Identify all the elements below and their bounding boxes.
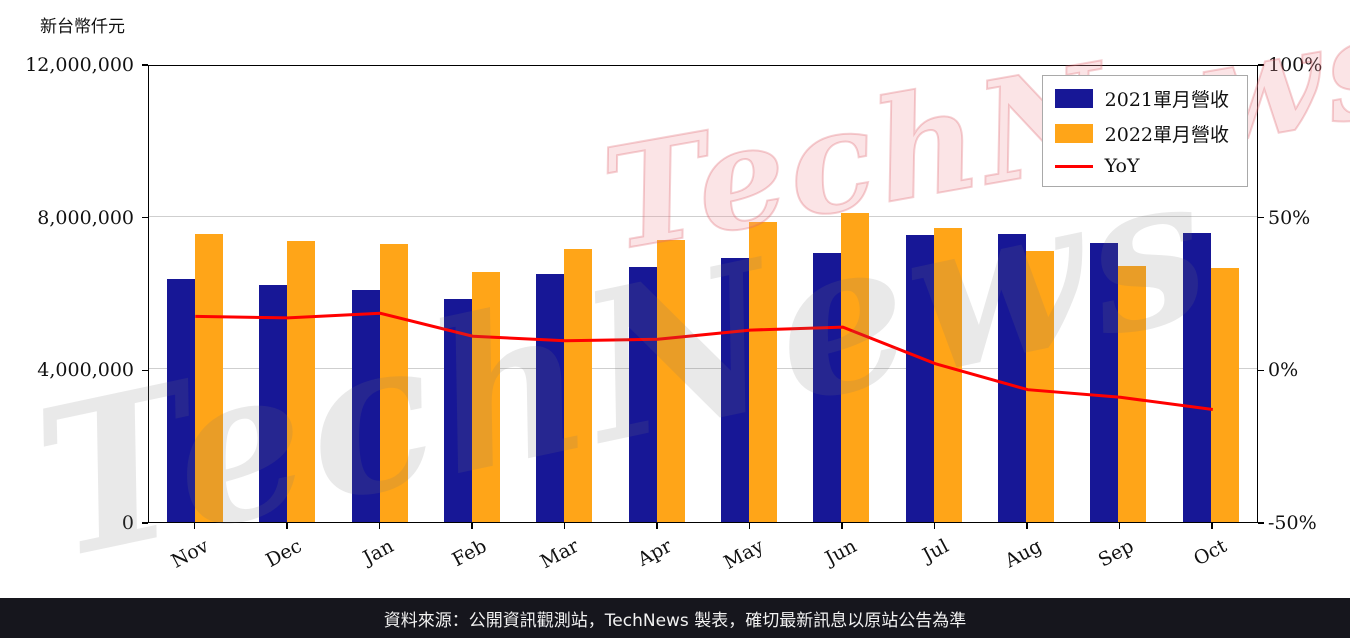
x-tick-label-jan: Jan xyxy=(359,535,398,570)
bar-group-mar xyxy=(518,66,610,522)
x-tick-label-mar: Mar xyxy=(537,535,583,574)
y-right-tickmark xyxy=(1258,216,1264,219)
bar-2022-revenue-jun xyxy=(841,212,870,522)
x-tickmark xyxy=(563,523,565,529)
bar-2021-revenue-dec xyxy=(259,285,288,522)
footer-text: 資料來源：公開資訊觀測站，TechNews 製表，確切最新訊息以原站公告為準 xyxy=(383,610,967,631)
legend-item-2021-revenue: 2021單月營收 xyxy=(1054,85,1229,112)
x-tickmark xyxy=(656,523,658,529)
y-left-tick-label: 8,000,000 xyxy=(37,206,134,229)
x-tick-label-jul: Jul xyxy=(919,535,953,567)
plot-area: 2021單月營收 2022單月營收 YoY xyxy=(148,65,1258,523)
bar-2021-revenue-aug xyxy=(998,233,1027,522)
y-left-tickmark xyxy=(142,369,148,372)
bar-2022-revenue-jan xyxy=(379,244,408,522)
x-tick-label-feb: Feb xyxy=(448,535,491,572)
y-axis-unit-label: 新台幣仟元 xyxy=(40,17,125,37)
y-right-tickmark xyxy=(1258,522,1264,524)
legend-label-2021-revenue: 2021單月營收 xyxy=(1104,89,1229,111)
x-tickmark xyxy=(286,523,288,529)
x-tickmark xyxy=(471,523,473,529)
bar-2021-revenue-apr xyxy=(628,267,657,522)
bar-group-feb xyxy=(426,66,518,522)
y-right-tick-label: 100% xyxy=(1268,54,1323,76)
legend-swatch-2022-revenue xyxy=(1054,124,1093,143)
bar-group-jan xyxy=(334,66,426,522)
y-left-tick-label: 0 xyxy=(121,512,134,534)
x-tickmark xyxy=(1118,523,1120,529)
bar-2021-revenue-sep xyxy=(1090,243,1119,522)
x-tick-label-apr: Apr xyxy=(633,535,676,571)
y-left-tickmark xyxy=(142,64,148,66)
bar-2022-revenue-feb xyxy=(472,272,501,522)
bar-2022-revenue-sep xyxy=(1118,265,1147,522)
bar-2021-revenue-feb xyxy=(444,299,473,522)
bar-group-may xyxy=(703,66,795,522)
bar-group-jul xyxy=(888,66,980,522)
bar-2022-revenue-aug xyxy=(1026,251,1055,522)
bar-2022-revenue-apr xyxy=(656,239,685,522)
x-tick-label-nov: Nov xyxy=(167,535,213,573)
x-tick-label-oct: Oct xyxy=(1189,535,1231,571)
x-tickmark xyxy=(1026,523,1028,529)
bar-2021-revenue-jun xyxy=(813,252,842,522)
y-right-tickmark xyxy=(1258,369,1264,372)
y-left-tick-label: 4,000,000 xyxy=(37,359,134,382)
y-left-tickmark xyxy=(142,522,148,524)
bar-2021-revenue-nov xyxy=(167,278,196,522)
x-tick-label-aug: Aug xyxy=(1001,535,1046,573)
y-left-tick-label: 12,000,000 xyxy=(25,54,134,76)
bar-2022-revenue-oct xyxy=(1210,268,1239,522)
bar-group-dec xyxy=(241,66,333,522)
legend: 2021單月營收 2022單月營收 YoY xyxy=(1041,75,1248,187)
x-tick-label-dec: Dec xyxy=(261,535,306,572)
gridline xyxy=(149,215,1257,217)
bar-2022-revenue-dec xyxy=(287,241,316,522)
bar-2021-revenue-jul xyxy=(905,235,934,522)
x-tickmark xyxy=(841,523,843,529)
y-right-tick-label: 50% xyxy=(1268,206,1311,229)
legend-swatch-yoy xyxy=(1054,157,1093,176)
bar-2022-revenue-nov xyxy=(195,234,224,522)
legend-swatch-2021-revenue xyxy=(1054,89,1093,108)
bar-2022-revenue-mar xyxy=(564,249,593,522)
legend-label-2022-revenue: 2022單月營收 xyxy=(1104,124,1229,146)
bar-2022-revenue-jul xyxy=(933,228,962,522)
legend-item-2022-revenue: 2022單月營收 xyxy=(1054,120,1229,147)
x-tickmark xyxy=(748,523,750,529)
y-right-tick-label: 0% xyxy=(1268,359,1299,382)
bar-2021-revenue-mar xyxy=(536,273,565,522)
bar-2021-revenue-may xyxy=(721,257,750,522)
bar-2022-revenue-may xyxy=(749,222,778,522)
y-left-tickmark xyxy=(142,216,148,219)
bar-2021-revenue-oct xyxy=(1182,233,1211,522)
bar-2021-revenue-jan xyxy=(351,289,380,522)
x-tick-label-jun: Jun xyxy=(821,535,861,570)
bar-group-jun xyxy=(795,66,887,522)
x-tickmark xyxy=(193,523,195,529)
bar-group-apr xyxy=(611,66,703,522)
y-right-tick-label: -50% xyxy=(1268,512,1317,534)
bar-group-nov xyxy=(149,66,241,522)
x-tickmark xyxy=(1211,523,1213,529)
footer: 資料來源：公開資訊觀測站，TechNews 製表，確切最新訊息以原站公告為準 xyxy=(0,598,1350,638)
x-tickmark xyxy=(933,523,935,529)
x-tickmark xyxy=(378,523,380,529)
legend-label-yoy: YoY xyxy=(1104,155,1140,177)
x-tick-label-sep: Sep xyxy=(1095,535,1138,572)
y-right-tickmark xyxy=(1258,64,1264,66)
legend-item-yoy: YoY xyxy=(1054,155,1229,177)
x-tick-label-may: May xyxy=(720,535,768,574)
